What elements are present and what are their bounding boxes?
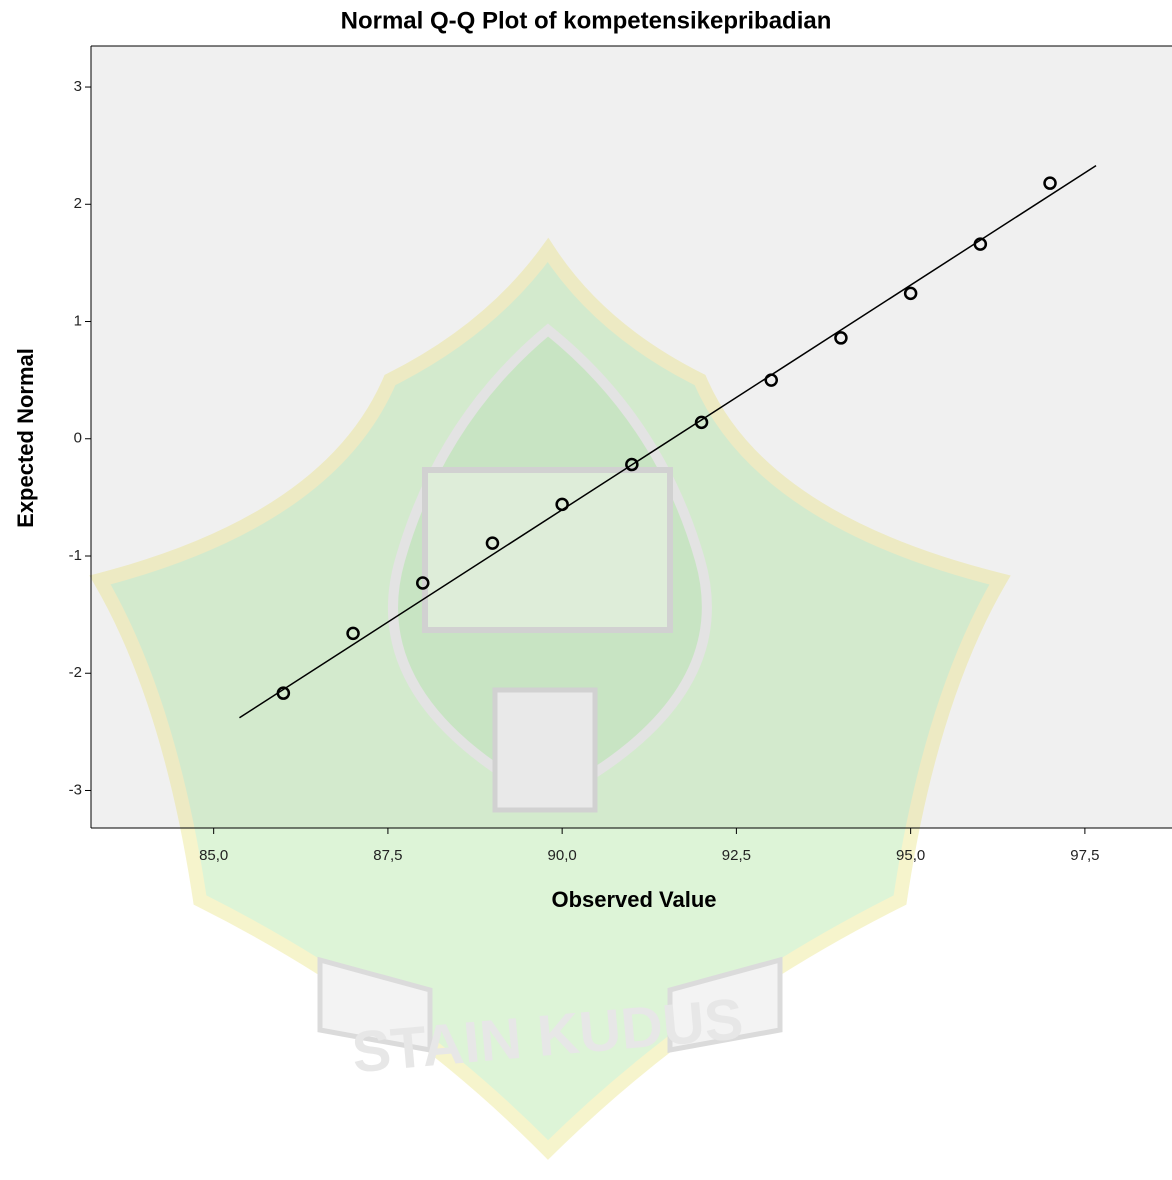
point: [694, 415, 709, 430]
y-tick-label: -1: [69, 547, 82, 564]
y-tick-label: 2: [74, 195, 82, 212]
reference-line: [239, 164, 1097, 719]
point: [485, 536, 500, 550]
y-tick-label: 0: [74, 430, 82, 447]
x-tick-label: 87,5: [373, 847, 402, 864]
point: [346, 626, 360, 641]
x-tick-label: 92,5: [722, 847, 751, 864]
x-tick-label: 85,0: [199, 847, 228, 864]
point: [625, 457, 639, 472]
y-axis-label: Expected Normal: [13, 348, 38, 528]
watermark-logo: STAIN KUDUS: [89, 237, 1011, 1160]
y-tick-label: 3: [74, 78, 82, 95]
y-tick-label: -2: [69, 664, 82, 681]
x-axis-label: Observed Value: [551, 887, 716, 912]
x-tick-label: 97,5: [1070, 847, 1099, 864]
x-tick-label: 95,0: [896, 847, 925, 864]
point: [1043, 176, 1057, 190]
chart-title: Normal Q-Q Plot of kompetensikepribadian: [341, 7, 832, 34]
x-tick-label: 90,0: [548, 847, 577, 864]
point: [416, 576, 430, 590]
point: [555, 497, 569, 512]
point: [834, 331, 848, 345]
y-tick-label: 1: [74, 312, 82, 329]
point: [973, 237, 988, 251]
point: [903, 286, 918, 301]
y-tick-label: -3: [69, 781, 82, 798]
point: [276, 686, 291, 700]
point: [764, 373, 778, 387]
